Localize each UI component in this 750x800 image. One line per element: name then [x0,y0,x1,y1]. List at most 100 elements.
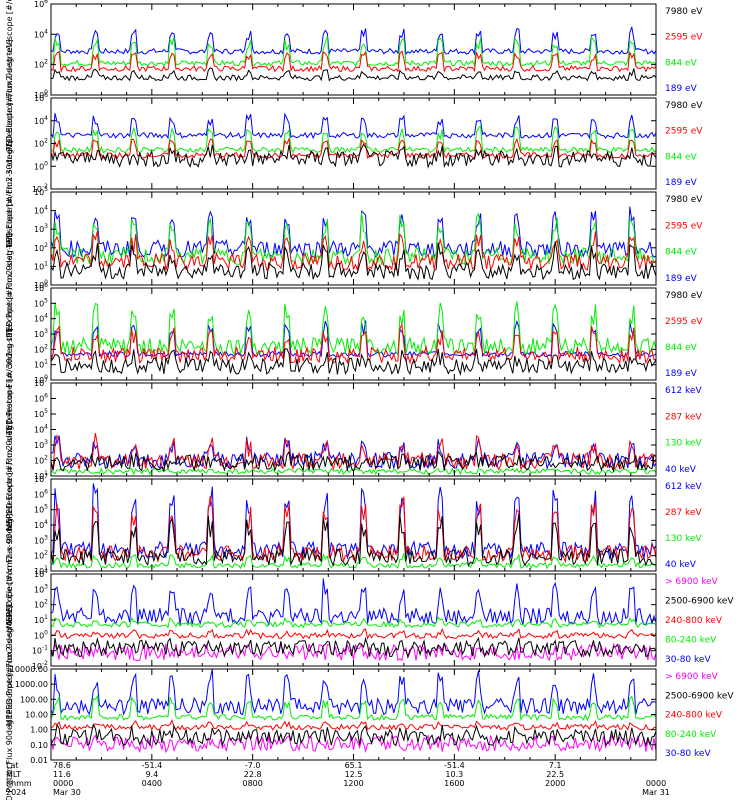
series-blue-trace [50,578,657,627]
ytick-label: 10-1 [32,645,48,656]
series-black-trace [50,450,657,473]
plot-frame [50,97,657,190]
series-magenta-trace [50,733,657,754]
ytick-label: 102 [34,343,48,354]
ytick-label: 100 [34,89,48,100]
footer-value: -7.0 [245,761,261,770]
y-axis-title: MEPED Electron Flux 0deg telescope [#/cm… [5,328,14,530]
series-blue-trace [50,435,657,471]
ytick-label: 102 [34,550,48,561]
ytick-label: 101 [34,359,48,370]
series-green-trace [50,616,657,629]
series-red-trace [50,137,656,160]
ytick-label: 103 [34,223,48,234]
legend-entry: 80-240 keV [665,636,717,646]
legend-entry: > 6900 keV [665,672,719,682]
legend-entry: 40 keV [665,560,697,570]
footer-row-label: Lat [6,761,19,770]
panel-ted-proton-0deg: 100 101 102 103 104 105 TED Proton Flux 0deg t… [5,140,703,337]
ytick-label: 1000.00 [15,680,48,689]
ytick-label: 106 [34,488,48,499]
ytick-label: 103 [34,534,48,545]
legend-entry: 7980 eV [665,195,703,205]
legend-entry: 2500-6900 keV [665,691,734,701]
series-black-trace [50,241,657,281]
series-black-trace [50,348,657,377]
ytick-label: 104 [34,519,48,530]
ytick-label: 102 [34,599,48,610]
footer-row-label: hhmm [6,779,32,788]
series-green-trace [50,35,657,68]
y-axis-title: MEPED Proton Flux 0deg telescope [#/cm2-… [5,514,14,727]
ytick-label: 100 [34,629,48,640]
legend-entry: 189 eV [665,84,698,94]
legend-entry: 2595 eV [665,317,703,327]
footer-row-label: 2024 [6,788,26,797]
ytick-label: 101 [34,260,48,271]
ytick-label: 106 [34,282,48,293]
footer-value: 0000 [646,779,666,788]
legend-entry: 7980 eV [665,7,703,17]
footer-value: 1200 [343,779,363,788]
ytick-label: 107 [34,377,48,388]
footer-value: Mar 30 [53,788,81,797]
legend-entry: 287 keV [665,412,702,422]
ytick-label: 10-2 [32,660,48,671]
legend-entry: 287 keV [665,508,702,518]
series-magenta-trace [50,642,657,662]
panel-ted-electron-0deg: 100 102 104 106 TED Electron Flux 0deg teles… [5,0,703,152]
series-black-trace [50,636,657,659]
panel-meped-electron-0deg: 101 102 103 104 105 106 107 MEPED Electron Flux… [5,328,702,530]
ytick-label: 103 [34,328,48,339]
series-black-trace [50,513,657,567]
series-red-trace [50,433,657,472]
ytick-label: 106 [34,393,48,404]
ytick-label: 101 [34,614,48,625]
footer-value: 1600 [444,779,464,788]
series-red-trace [50,50,657,74]
footer-value: 9.4 [145,770,158,779]
ytick-label: 107 [34,473,48,484]
ytick-label: 105 [34,186,48,197]
footer-value: -51.4 [444,761,465,770]
series-red-trace [50,495,657,564]
plot-frame [50,382,657,477]
footer-value: 65.1 [345,761,363,770]
ytick-label: 104 [34,568,48,579]
ytick-label: 100 [34,160,48,171]
footer-value: 10.3 [445,770,463,779]
ytick-label: 0.10 [30,741,48,750]
ytick-label: 106 [34,92,48,103]
series-blue-trace [50,668,656,716]
legend-entry: 844 eV [665,248,698,258]
ytick-label: 0.01 [30,756,48,765]
ytick-label: 104 [34,115,48,126]
ytick-label: 104 [34,28,48,39]
legend-entry: 40 keV [665,465,697,475]
legend-entry: 130 keV [665,534,702,544]
footer-value: 0800 [242,779,262,788]
legend-entry: 30-80 keV [665,655,711,665]
legend-entry: 844 eV [665,58,698,68]
legend-entry: 2595 eV [665,127,703,137]
series-red-trace [50,719,657,731]
series-blue-trace [50,319,657,359]
series-black-trace [50,67,657,82]
legend-entry: 844 eV [665,343,698,353]
series-green-trace [50,124,657,154]
ytick-label: 102 [34,242,48,253]
footer-ephemeris: Lat 78.6 -51.4 -7.0 65.1 -51.4 7.1 MLT 11.6 9.4 22… [6,761,670,797]
series-red-trace [50,322,657,365]
legend-entry: 612 keV [665,386,702,396]
footer-value: 22.5 [546,770,564,779]
series-green-trace [50,301,657,356]
series-black-trace [50,723,657,747]
ytick-label: 101 [34,565,48,576]
ytick-label: 102 [34,455,48,466]
series-green-trace [50,212,657,266]
ytick-label: 103 [34,583,48,594]
series-blue-trace [50,483,657,560]
footer-value: 0400 [142,779,162,788]
y-axis-title: MEPED Proton Flux 90deg telescope [#/cm2… [5,606,14,800]
legend-entry: 2595 eV [665,33,703,43]
